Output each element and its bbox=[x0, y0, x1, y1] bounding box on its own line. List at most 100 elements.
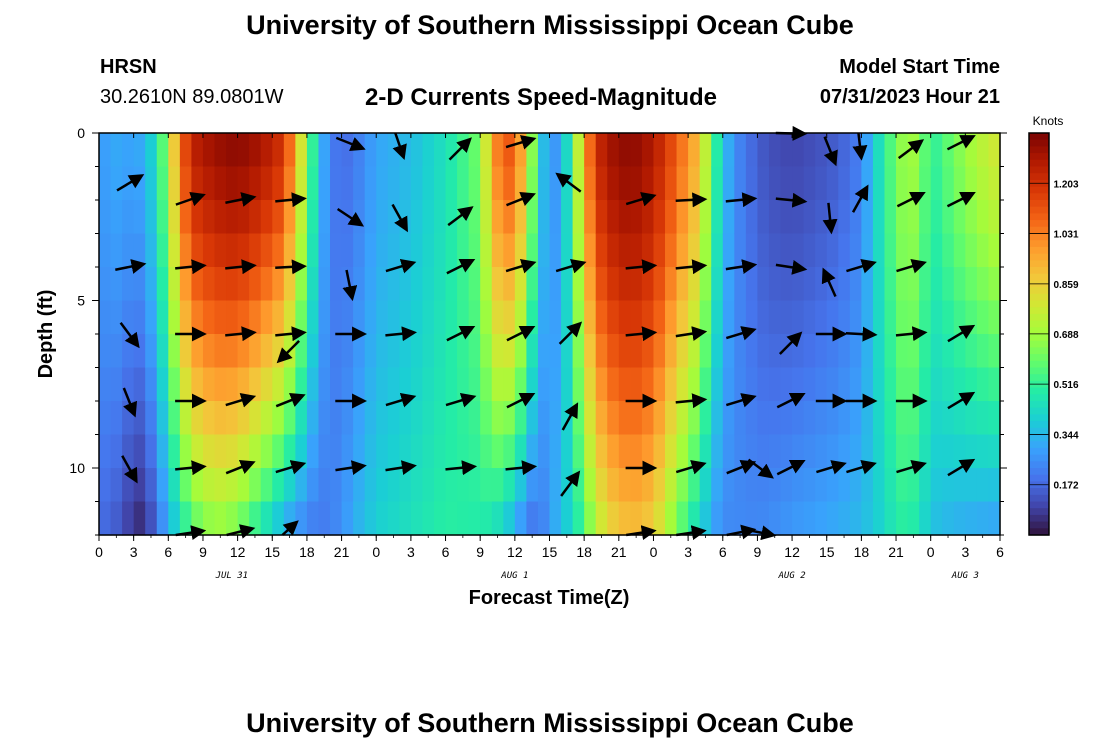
heatmap-cell bbox=[214, 434, 227, 469]
heatmap-cell bbox=[364, 267, 377, 302]
heatmap-cell bbox=[826, 233, 839, 268]
heatmap-cell bbox=[734, 401, 747, 436]
heatmap-cell bbox=[468, 468, 481, 503]
heatmap-cell bbox=[768, 367, 782, 402]
heatmap-cell bbox=[341, 401, 354, 436]
heatmap-cell bbox=[826, 401, 839, 436]
heatmap-cell bbox=[283, 200, 296, 235]
heatmap-cell bbox=[953, 300, 966, 335]
colorbar-swatch bbox=[1029, 488, 1049, 496]
heatmap-cell bbox=[722, 166, 735, 201]
heatmap-cell bbox=[595, 200, 608, 235]
heatmap-cell bbox=[896, 501, 909, 536]
heatmap-cell bbox=[387, 233, 400, 268]
heatmap-cell bbox=[399, 334, 412, 369]
heatmap-cell bbox=[584, 267, 597, 302]
heatmap-cell bbox=[861, 334, 874, 369]
heatmap-cell bbox=[641, 334, 655, 369]
heatmap-cell bbox=[711, 334, 724, 369]
current-vector-arrow bbox=[335, 136, 366, 152]
colorbar-swatch bbox=[1029, 407, 1049, 415]
heatmap-cell bbox=[803, 200, 816, 235]
heatmap-cell bbox=[930, 166, 943, 201]
heatmap-cell bbox=[133, 367, 146, 402]
heatmap-cell bbox=[838, 468, 851, 503]
heatmap-cell bbox=[491, 501, 504, 536]
date-label: JUL 31 bbox=[215, 571, 249, 581]
current-vector-arrow bbox=[391, 203, 408, 233]
heatmap-cell bbox=[884, 300, 897, 335]
heatmap-cell bbox=[503, 200, 516, 235]
current-vector-arrow bbox=[225, 259, 257, 275]
axes: 0 3 6 9 12 15 18 21 0 3 6 9 12 15 18 21 0 3 6 9 12 15 18 21 0 3 6 J… bbox=[69, 125, 1007, 581]
heatmap-cell bbox=[191, 468, 204, 503]
heatmap-cell bbox=[202, 166, 216, 201]
heatmap-cell bbox=[422, 434, 435, 469]
heatmap-cell bbox=[433, 434, 447, 469]
heatmap-cell bbox=[191, 334, 204, 369]
heatmap-cell bbox=[457, 501, 470, 536]
heatmap-cell bbox=[318, 166, 331, 201]
heatmap-cell bbox=[965, 200, 978, 235]
heatmap-cell bbox=[572, 233, 585, 268]
heatmap-cell bbox=[607, 401, 620, 436]
current-vector-arrow bbox=[392, 132, 407, 161]
heatmap-cell bbox=[849, 401, 862, 436]
heatmap-cell bbox=[480, 468, 493, 503]
heatmap-cell bbox=[618, 401, 631, 436]
heatmap-cell bbox=[872, 267, 886, 302]
heatmap-cell bbox=[699, 468, 712, 503]
current-vector-arrow bbox=[775, 259, 808, 275]
heatmap-cell bbox=[676, 334, 689, 369]
heatmap-cell bbox=[445, 166, 458, 201]
heatmap-cell bbox=[168, 468, 181, 503]
heatmap-cell bbox=[341, 233, 354, 268]
page-title: University of Southern Mississippi Ocean… bbox=[246, 10, 854, 40]
heatmap-cell bbox=[665, 367, 678, 402]
colorbar-swatch bbox=[1029, 166, 1049, 174]
current-vector-arrow bbox=[725, 192, 758, 208]
heatmap-cell bbox=[410, 200, 424, 235]
heatmap-cell bbox=[607, 133, 620, 168]
heatmap-cell bbox=[226, 434, 239, 469]
heatmap-cell bbox=[884, 133, 897, 168]
heatmap-cell bbox=[145, 133, 158, 168]
heatmap-cell bbox=[722, 300, 735, 335]
heatmap-cell bbox=[445, 367, 458, 402]
heatmap-cell bbox=[283, 367, 296, 402]
current-vector-arrow bbox=[505, 460, 538, 476]
heatmap-cell bbox=[237, 300, 250, 335]
heatmap-cell bbox=[422, 367, 435, 402]
heatmap-cell bbox=[549, 501, 562, 536]
heatmap-cell bbox=[826, 434, 839, 469]
current-vector-arrow bbox=[896, 460, 927, 475]
heatmap-cell bbox=[353, 300, 366, 335]
heatmap-cell bbox=[341, 133, 354, 168]
heatmap-cell bbox=[503, 401, 516, 436]
heatmap-cell bbox=[907, 367, 920, 402]
heatmap-cell bbox=[214, 166, 227, 201]
heatmap-cell bbox=[907, 434, 920, 469]
heatmap-cell bbox=[526, 501, 539, 536]
heatmap-cell bbox=[306, 501, 320, 536]
current-vector-arrow bbox=[896, 259, 927, 274]
heatmap-cell bbox=[919, 501, 932, 536]
heatmap-cell bbox=[387, 367, 400, 402]
heatmap-cell bbox=[930, 468, 943, 503]
heatmap-cell bbox=[433, 401, 447, 436]
colorbar-swatch bbox=[1029, 454, 1049, 462]
heatmap-cell bbox=[537, 133, 551, 168]
heatmap-cell bbox=[896, 334, 909, 369]
heatmap-cell bbox=[792, 468, 805, 503]
heatmap-cell bbox=[896, 434, 909, 469]
heatmap-cell bbox=[503, 468, 516, 503]
heatmap-cell bbox=[595, 468, 608, 503]
current-vector-arrow bbox=[447, 206, 474, 227]
current-vector-arrow bbox=[115, 259, 147, 274]
heatmap-cell bbox=[745, 133, 759, 168]
colorbar-swatch bbox=[1029, 327, 1049, 335]
x-axis-label: Forecast Time(Z) bbox=[469, 587, 630, 609]
heatmap-cell bbox=[514, 133, 527, 168]
heatmap-cell bbox=[145, 267, 158, 302]
heatmap-cell bbox=[330, 501, 343, 536]
